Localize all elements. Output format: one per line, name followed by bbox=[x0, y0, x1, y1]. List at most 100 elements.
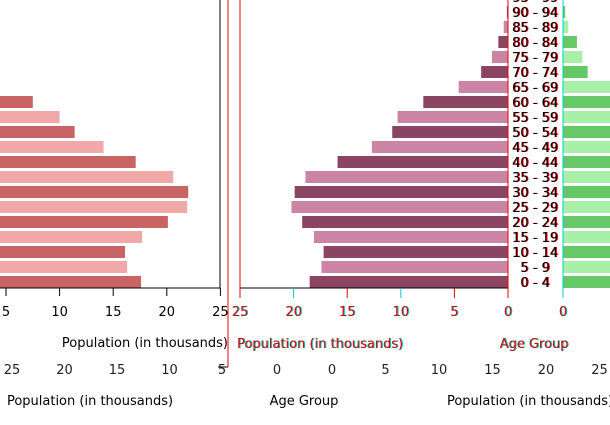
bar-middle-40-44 bbox=[337, 156, 508, 168]
bar-middle-10-14 bbox=[323, 246, 508, 258]
bar-middle-55-59 bbox=[397, 111, 508, 123]
bar-right-55-59 bbox=[563, 111, 610, 123]
middle-xlabel: Population (in thousands) bbox=[237, 337, 403, 352]
bar-middle-90-94 bbox=[506, 6, 508, 18]
age-label: 70 - 74 bbox=[512, 66, 558, 81]
bar-middle-25-29 bbox=[291, 201, 508, 213]
age-label: 30 - 34 bbox=[512, 186, 558, 201]
right-panel-bars bbox=[563, 6, 610, 288]
age-label: 0 - 4 bbox=[520, 276, 550, 291]
middle-tick-label: 0 bbox=[504, 305, 512, 320]
ghost-tick-left: 25 bbox=[4, 363, 21, 378]
age-label: 40 - 44 bbox=[512, 156, 558, 171]
ghost-tick-left: 15 bbox=[109, 363, 126, 378]
age-label: 5 - 9 bbox=[520, 261, 550, 276]
left-xlabel: Population (in thousands) bbox=[62, 336, 228, 351]
left-tick-label: 10 bbox=[51, 305, 68, 320]
age-label: 55 - 59 bbox=[512, 111, 558, 126]
left-tick-label: 15 bbox=[105, 305, 122, 320]
axes: 5 10 15 20 25 25 20 15 10 5 0 0 bbox=[0, 0, 567, 368]
ghost-axis: 25 20 15 10 5 0 0 5 10 15 20 25 bbox=[4, 363, 608, 378]
bar-right-5-9 bbox=[563, 261, 610, 273]
bar-middle-35-39 bbox=[305, 171, 508, 183]
bar-right-20-24 bbox=[563, 216, 610, 228]
left-panel-bars bbox=[0, 96, 189, 288]
middle-panel-bars bbox=[291, 6, 508, 288]
bar-right-10-14 bbox=[563, 246, 610, 258]
bar-middle-5-9 bbox=[321, 261, 508, 273]
bar-left-50-54 bbox=[0, 126, 75, 138]
ghost-tick-right: 20 bbox=[538, 363, 555, 378]
age-label: 95 - 99 bbox=[512, 0, 558, 6]
bar-left-25-29 bbox=[0, 201, 188, 213]
bar-right-60-64 bbox=[563, 96, 610, 108]
left-tick-label: 20 bbox=[159, 305, 176, 320]
ghost-tick-left: 10 bbox=[161, 363, 178, 378]
bar-middle-80-84 bbox=[498, 36, 508, 48]
bar-right-40-44 bbox=[563, 156, 610, 168]
age-label: 10 - 14 bbox=[512, 246, 558, 261]
bar-right-85-89 bbox=[563, 21, 569, 33]
age-label: 50 - 54 bbox=[512, 126, 558, 141]
age-label: 75 - 79 bbox=[512, 51, 558, 66]
bar-left-35-39 bbox=[0, 171, 174, 183]
ghost-tick-left: 20 bbox=[56, 363, 73, 378]
middle-tick-label: 5 bbox=[450, 305, 458, 320]
age-label: 20 - 24 bbox=[512, 216, 558, 231]
ghost-tick-right: 5 bbox=[381, 363, 389, 378]
bar-right-30-34 bbox=[563, 186, 610, 198]
bar-middle-60-64 bbox=[423, 96, 508, 108]
ghost-tick-middle: 0 bbox=[273, 363, 281, 378]
ghost-tick-right: 15 bbox=[484, 363, 501, 378]
ghost-label-middle: Age Group bbox=[270, 394, 339, 409]
bar-left-45-49 bbox=[0, 141, 104, 153]
middle-tick-label: 10 bbox=[393, 305, 410, 320]
bar-right-0-4 bbox=[563, 276, 610, 288]
right-xlabel: Age Group bbox=[500, 337, 569, 352]
bar-middle-65-69 bbox=[458, 81, 508, 93]
ghost-tick-right: 25 bbox=[591, 363, 608, 378]
bar-right-15-19 bbox=[563, 231, 610, 243]
bar-left-20-24 bbox=[0, 216, 168, 228]
age-label-background bbox=[509, 0, 563, 290]
ghost-label-left: Population (in thousands) bbox=[7, 394, 173, 409]
bar-right-45-49 bbox=[563, 141, 610, 153]
age-label: 35 - 39 bbox=[512, 171, 558, 186]
middle-tick-label: 15 bbox=[339, 305, 356, 320]
ghost-label-right: Population (in thousands) bbox=[447, 394, 610, 409]
age-label: 80 - 84 bbox=[512, 36, 558, 51]
age-label: 15 - 19 bbox=[512, 231, 558, 246]
bar-left-60-64 bbox=[0, 96, 33, 108]
bar-right-90-94 bbox=[563, 6, 566, 18]
bar-left-0-4 bbox=[0, 276, 142, 288]
bar-right-50-54 bbox=[563, 126, 610, 138]
age-label: 85 - 89 bbox=[512, 21, 558, 36]
bar-right-70-74 bbox=[563, 66, 588, 78]
ghost-tick-right: 0 bbox=[328, 363, 336, 378]
left-tick-label: 5 bbox=[2, 305, 10, 320]
bar-middle-70-74 bbox=[481, 66, 508, 78]
bar-middle-50-54 bbox=[392, 126, 508, 138]
bar-middle-20-24 bbox=[302, 216, 508, 228]
bar-right-35-39 bbox=[563, 171, 610, 183]
bar-middle-45-49 bbox=[371, 141, 508, 153]
bar-right-65-69 bbox=[563, 81, 610, 93]
bar-left-40-44 bbox=[0, 156, 136, 168]
age-label: 90 - 94 bbox=[512, 6, 558, 21]
bar-right-25-29 bbox=[563, 201, 610, 213]
bar-middle-0-4 bbox=[309, 276, 508, 288]
bar-left-15-19 bbox=[0, 231, 143, 243]
bar-left-55-59 bbox=[0, 111, 60, 123]
age-label: 65 - 69 bbox=[512, 81, 558, 96]
bar-left-10-14 bbox=[0, 246, 125, 258]
middle-tick-label: 25 bbox=[232, 305, 249, 320]
bar-right-80-84 bbox=[563, 36, 577, 48]
middle-tick-label: 20 bbox=[285, 305, 302, 320]
bar-middle-75-79 bbox=[491, 51, 508, 63]
bar-middle-15-19 bbox=[313, 231, 508, 243]
left-tick-label: 25 bbox=[212, 305, 229, 320]
bar-left-30-34 bbox=[0, 186, 189, 198]
age-label: 25 - 29 bbox=[512, 201, 558, 216]
